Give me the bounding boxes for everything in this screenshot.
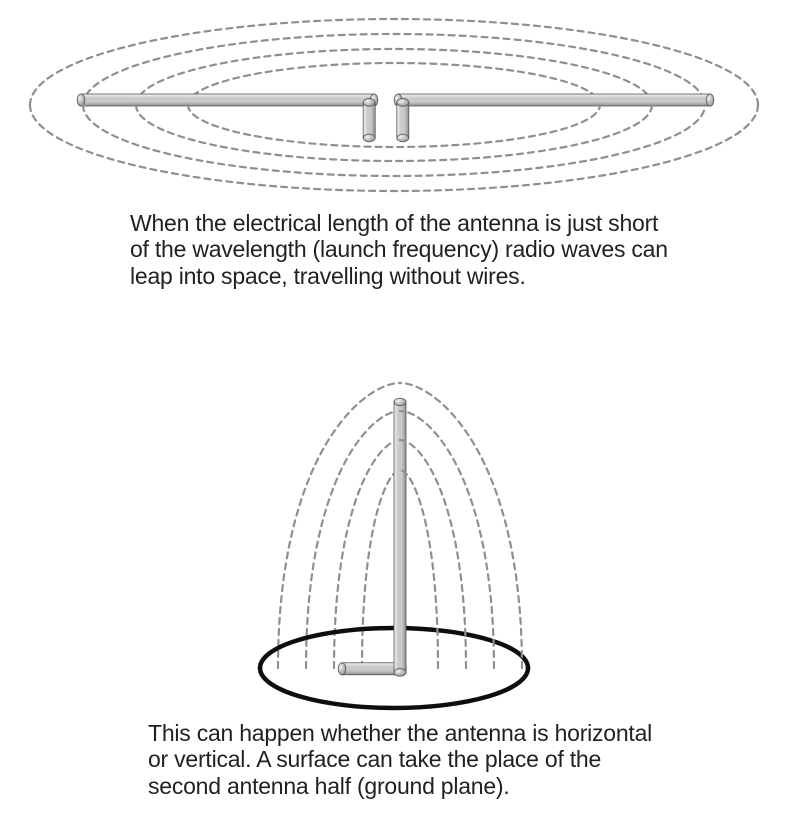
- dipole-waves-front: [30, 105, 758, 191]
- monopole-waves-front: [400, 383, 522, 668]
- ground-plane-ring-back: [260, 628, 528, 668]
- ground-plane-ring-front: [260, 668, 528, 708]
- monopole-rods: [338, 398, 406, 676]
- caption-monopole: This can happen whether the antenna is h…: [148, 720, 668, 799]
- dipole-waves-back: [30, 19, 758, 105]
- caption-dipole: When the electrical length of the antenn…: [130, 210, 670, 289]
- page-root: When the electrical length of the antenn…: [0, 0, 788, 817]
- monopole-waves-back: [278, 383, 400, 668]
